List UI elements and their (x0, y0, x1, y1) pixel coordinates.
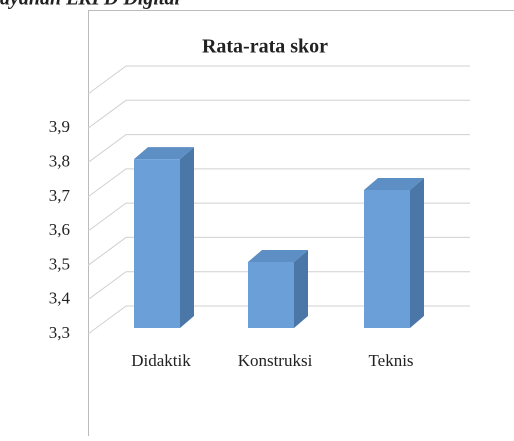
y-tick-label: 3,9 (49, 117, 70, 136)
y-tick-label: 3,5 (49, 254, 70, 273)
bar (364, 190, 410, 328)
grid-line (88, 100, 470, 128)
x-tick-label: Konstruksi (238, 351, 313, 370)
x-tick-label: Teknis (368, 351, 413, 370)
bar (134, 159, 180, 328)
bar-side (294, 250, 308, 328)
page-heading: ayanan LKPD Digital (0, 0, 180, 10)
y-tick-label: 3,6 (49, 220, 70, 239)
chart: ayanan LKPD Digital Rata-rata skor 3,3 3,… (0, 0, 514, 436)
chart-title: Rata-rata skor (202, 36, 328, 58)
y-tick-label: 3,3 (49, 323, 70, 342)
bar (248, 262, 294, 328)
y-tick-label: 3,7 (49, 186, 71, 205)
bar-side (180, 147, 194, 328)
y-tick-label: 3,4 (49, 289, 71, 308)
page: {"page_text": "ayanan LKPD Digital", "ch… (0, 0, 514, 436)
bar-side (410, 178, 424, 328)
y-tick-label: 3,8 (49, 151, 70, 170)
grid-line (88, 66, 470, 94)
x-tick-label: Didaktik (131, 351, 191, 370)
